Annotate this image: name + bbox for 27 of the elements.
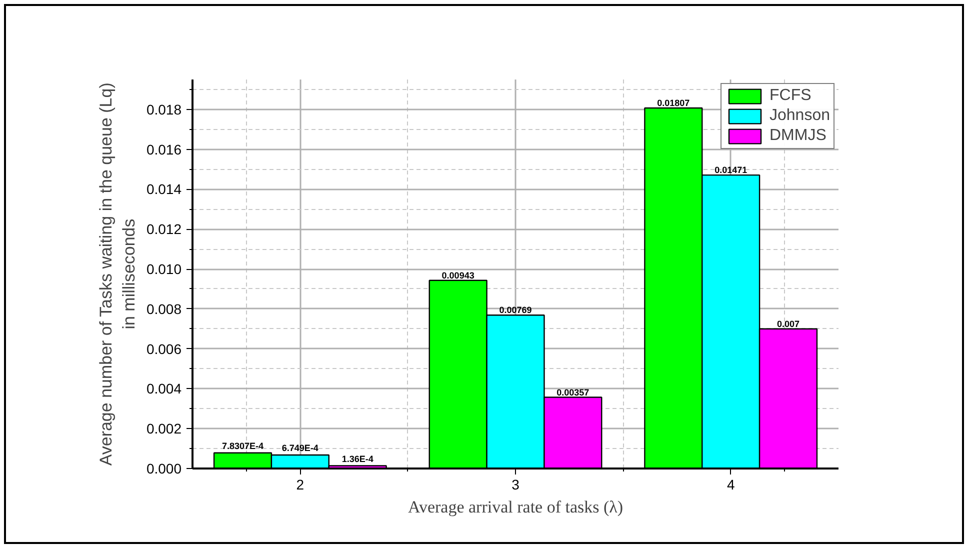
x-tick-label: 2 — [296, 476, 304, 492]
y-tick-label: 0.010 — [146, 261, 182, 278]
y-tick-label: 0.016 — [146, 141, 182, 158]
y-tick-label: 0.018 — [146, 101, 182, 118]
data-label: 0.00943 — [442, 270, 474, 280]
y-tick-label: 0.014 — [146, 181, 182, 198]
data-label: 1.36E-4 — [342, 454, 374, 464]
data-label: 0.01471 — [714, 165, 748, 176]
y-tick-label: 0.008 — [146, 300, 182, 317]
legend-label: Johnson — [770, 107, 830, 125]
data-label: 0.00769 — [499, 305, 532, 316]
data-label: 0.00357 — [556, 387, 590, 398]
data-label: 6.749E-4 — [282, 443, 318, 454]
legend-label: DMMJS — [770, 127, 826, 145]
data-label: 0.007 — [776, 318, 800, 329]
x-axis-title: Average arrival rate of tasks (λ) — [408, 498, 624, 516]
data-label: 7.8307E-4 — [222, 440, 264, 451]
y-tick-label: 0.002 — [146, 420, 182, 437]
y-tick-label: 0.000 — [146, 460, 182, 476]
y-tick-label: 0.004 — [146, 380, 182, 397]
y-tick-label: 0.006 — [146, 340, 182, 357]
x-tick-label: 3 — [512, 476, 520, 492]
y-axis-title: Average number of Tasks waiting in the queue (Lq) in milliseconds — [96, 82, 138, 466]
x-tick-label: 4 — [726, 476, 735, 492]
legend-label: FCFS — [770, 87, 812, 105]
data-label: 0.01807 — [657, 98, 690, 108]
y-tick-label: 0.012 — [146, 221, 182, 238]
